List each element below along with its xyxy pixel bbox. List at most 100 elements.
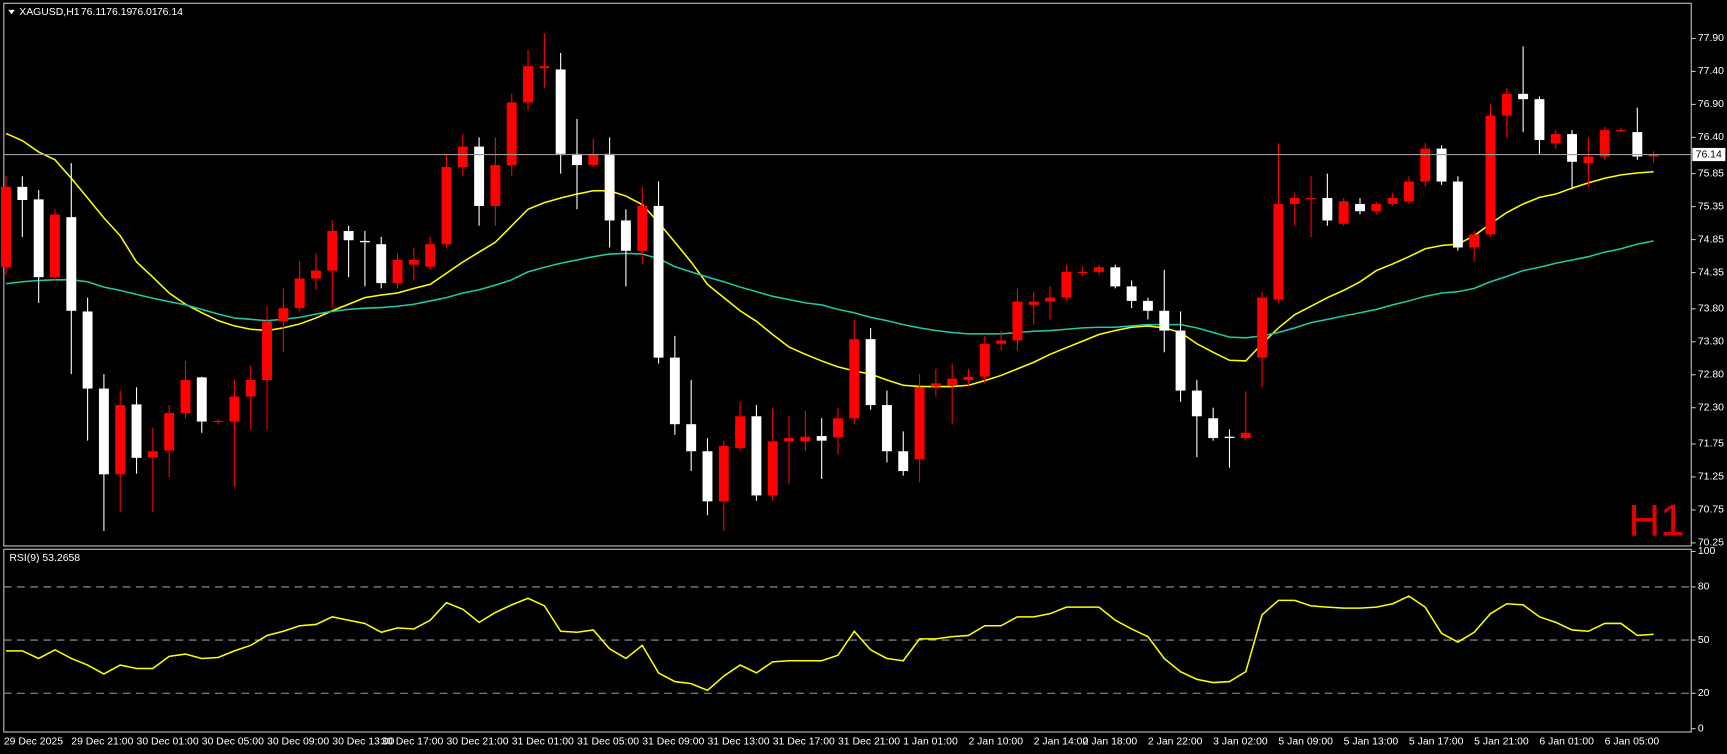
y-tick-label: 73.80: [1698, 304, 1724, 315]
candle-body: [702, 451, 713, 502]
candle-body: [1338, 201, 1349, 224]
candle-body: [751, 416, 762, 496]
x-tick-label: 30 Dec 13:00: [332, 737, 394, 748]
header-low: 76.01: [132, 7, 158, 18]
candle-body: [1518, 93, 1529, 100]
candle-body: [1175, 330, 1186, 391]
candle-body: [1224, 436, 1235, 439]
candle-body: [914, 387, 925, 460]
x-tick-label: 5 Jan 21:00: [1474, 737, 1529, 748]
candle-body: [816, 436, 827, 441]
candle-body: [1159, 310, 1170, 331]
price-tag: [1692, 147, 1726, 162]
candle-body: [1632, 132, 1643, 157]
x-tick-label: 2 Jan 10:00: [968, 737, 1023, 748]
candle-body: [1452, 181, 1463, 248]
y-tick-label: 71.75: [1698, 439, 1724, 450]
x-tick-label: 31 Dec 21:00: [838, 737, 900, 748]
candle-body: [1045, 297, 1056, 302]
x-tick-label: 30 Dec 17:00: [381, 737, 443, 748]
watermark: H1: [1628, 497, 1684, 546]
candle-body: [474, 146, 485, 206]
candle-body: [1355, 203, 1365, 212]
candle-body: [311, 270, 321, 279]
candle-body: [441, 167, 452, 245]
x-tick-label: 2 Jan 22:00: [1148, 737, 1203, 748]
header-open: 76.11: [81, 7, 107, 18]
y-tick-label: 74.35: [1698, 267, 1724, 278]
candle-body: [669, 357, 680, 425]
candle-body: [376, 244, 387, 284]
moving-average: [5, 132, 1654, 388]
candle-body: [947, 378, 958, 386]
candle-body: [180, 380, 191, 413]
x-tick-label: 5 Jan 17:00: [1409, 737, 1464, 748]
candle-body: [1191, 390, 1202, 417]
y-tick-label: 77.40: [1698, 66, 1724, 77]
x-tick-label: 2 Jan 14:00: [1034, 737, 1089, 748]
candle-body: [604, 153, 615, 221]
y-tick-label: 75.35: [1698, 201, 1724, 212]
y-tick-label: 20: [1698, 688, 1710, 699]
candle-body: [408, 260, 419, 265]
candle-body: [147, 451, 158, 458]
candle-body: [164, 412, 175, 451]
x-tick-label: 31 Dec 13:00: [707, 737, 769, 748]
candle-body: [1599, 130, 1610, 157]
candle-body: [1469, 234, 1480, 248]
candle-body: [66, 217, 77, 311]
candle-body: [653, 205, 664, 358]
y-tick-label: 71.25: [1698, 472, 1724, 483]
candle-body: [963, 376, 974, 381]
candle-body: [1616, 130, 1626, 132]
y-tick-label: 76.40: [1698, 132, 1724, 143]
candle-body: [1110, 267, 1121, 287]
candle-body: [213, 420, 224, 423]
candle-body: [131, 404, 142, 458]
candle-body: [17, 186, 28, 201]
candle-body: [555, 69, 566, 154]
candle-body: [506, 102, 517, 166]
candle-body: [50, 214, 60, 278]
candle-body: [1550, 134, 1561, 144]
candle-body: [881, 405, 892, 452]
candle-body: [1387, 198, 1398, 204]
candle-body: [327, 231, 338, 271]
x-tick-label: 5 Jan 13:00: [1344, 737, 1399, 748]
x-tick-label: 2 Jan 18:00: [1083, 737, 1138, 748]
x-tick-label: 31 Dec 01:00: [512, 737, 574, 748]
candle-body: [262, 321, 272, 381]
candle-body: [490, 165, 501, 206]
candle-body: [849, 339, 860, 419]
candle-body: [1094, 267, 1104, 272]
candle-body: [833, 418, 843, 438]
y-tick-label: 72.30: [1698, 402, 1724, 413]
candle-body: [1648, 154, 1659, 157]
x-tick-label: 31 Dec 05:00: [577, 737, 639, 748]
y-tick-label: 70.25: [1698, 538, 1724, 549]
x-tick-label: 30 Dec 21:00: [446, 737, 508, 748]
x-tick-label: 31 Dec 09:00: [642, 737, 704, 748]
candle-body: [1567, 134, 1578, 162]
candle-body: [1306, 198, 1317, 200]
candle-body: [33, 199, 44, 278]
y-tick-label: 72.80: [1698, 370, 1724, 381]
candle-body: [784, 438, 794, 442]
candle-body: [1273, 203, 1284, 300]
y-tick-label: 50: [1698, 635, 1710, 646]
candle-body: [1126, 286, 1137, 301]
candle-body: [425, 244, 436, 267]
candle-body: [686, 424, 697, 452]
candle-body: [735, 416, 746, 448]
candle-body: [392, 260, 403, 284]
x-tick-label: 29 Dec 2025: [4, 737, 63, 748]
candle-body: [572, 153, 582, 166]
y-tick-label: 70.75: [1698, 505, 1724, 516]
x-tick-label: 6 Jan 05:00: [1605, 737, 1660, 748]
candle-body: [930, 383, 941, 387]
menu-arrow: [8, 9, 15, 15]
y-tick-label: 73.30: [1698, 337, 1724, 348]
candle-body: [1208, 418, 1219, 439]
header-high: 76.19: [106, 7, 132, 18]
